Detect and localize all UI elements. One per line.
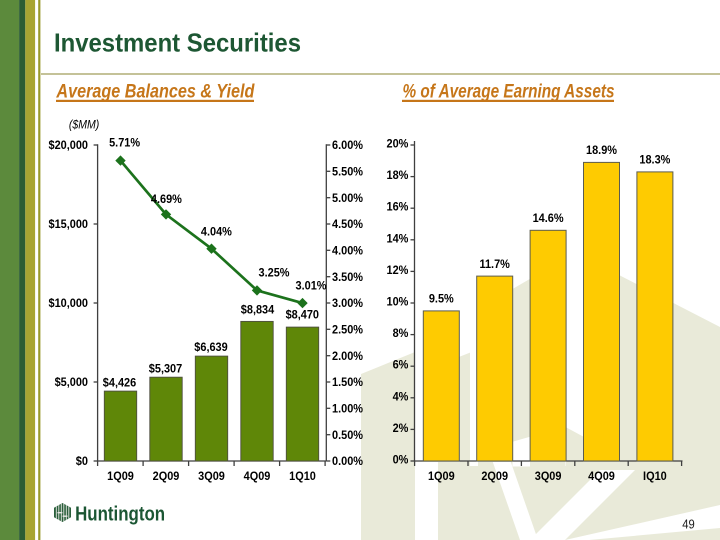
svg-text:49: 49 (682, 517, 695, 532)
svg-text:18.3%: 18.3% (639, 153, 670, 167)
svg-text:18%: 18% (387, 168, 409, 182)
svg-text:2%: 2% (393, 421, 409, 435)
svg-text:4.69%: 4.69% (151, 192, 182, 206)
svg-text:$20,000: $20,000 (49, 138, 89, 152)
svg-text:4.50%: 4.50% (332, 217, 363, 231)
svg-text:$0: $0 (76, 454, 88, 468)
svg-text:3.00%: 3.00% (332, 296, 363, 310)
svg-text:$5,307: $5,307 (149, 361, 183, 375)
svg-text:20%: 20% (387, 137, 409, 151)
svg-text:16%: 16% (387, 200, 409, 214)
svg-text:1.50%: 1.50% (332, 375, 363, 389)
svg-text:4%: 4% (393, 389, 409, 403)
svg-text:4.00%: 4.00% (332, 244, 363, 258)
svg-text:14%: 14% (387, 231, 409, 245)
svg-text:5.00%: 5.00% (332, 191, 363, 205)
svg-text:10%: 10% (387, 295, 409, 309)
svg-text:IQ10: IQ10 (643, 469, 667, 483)
svg-text:3.01%: 3.01% (296, 278, 327, 292)
svg-text:1.00%: 1.00% (332, 402, 363, 416)
svg-text:14.6%: 14.6% (533, 211, 564, 225)
svg-text:$15,000: $15,000 (49, 217, 89, 231)
svg-text:Huntington: Huntington (75, 502, 165, 525)
svg-text:$10,000: $10,000 (49, 296, 89, 310)
svg-text:2Q09: 2Q09 (153, 469, 180, 483)
svg-text:% of Average Earning Assets: % of Average Earning Assets (403, 80, 615, 102)
svg-text:5.50%: 5.50% (332, 165, 363, 179)
svg-text:0%: 0% (393, 453, 409, 467)
svg-text:0.50%: 0.50% (332, 428, 363, 442)
svg-text:1Q09: 1Q09 (107, 469, 134, 483)
svg-text:12%: 12% (387, 263, 409, 277)
svg-text:Investment Securities: Investment Securities (54, 27, 301, 57)
svg-text:2Q09: 2Q09 (481, 469, 508, 483)
svg-text:4.04%: 4.04% (201, 225, 232, 239)
svg-text:0.00%: 0.00% (332, 454, 363, 468)
svg-text:11.7%: 11.7% (480, 257, 511, 271)
svg-text:8%: 8% (393, 326, 409, 340)
svg-text:6%: 6% (393, 358, 409, 372)
svg-text:$8,834: $8,834 (241, 302, 275, 316)
svg-text:2.00%: 2.00% (332, 349, 363, 363)
svg-text:18.9%: 18.9% (586, 143, 617, 157)
svg-text:Average Balances & Yield: Average Balances & Yield (56, 80, 256, 102)
svg-text:3.25%: 3.25% (259, 266, 290, 280)
svg-text:3Q09: 3Q09 (198, 469, 225, 483)
svg-text:3.50%: 3.50% (332, 270, 363, 284)
svg-text:1Q09: 1Q09 (428, 469, 455, 483)
svg-text:($MM): ($MM) (69, 120, 100, 132)
svg-text:9.5%: 9.5% (429, 292, 454, 306)
svg-text:$8,470: $8,470 (286, 308, 320, 322)
svg-text:1Q10: 1Q10 (289, 469, 316, 483)
svg-text:$4,426: $4,426 (103, 375, 137, 389)
svg-text:5.71%: 5.71% (109, 136, 140, 150)
svg-text:4Q09: 4Q09 (588, 469, 615, 483)
svg-text:2.50%: 2.50% (332, 323, 363, 337)
svg-text:$5,000: $5,000 (55, 375, 89, 389)
svg-text:6.00%: 6.00% (332, 138, 363, 152)
svg-text:$6,639: $6,639 (194, 340, 228, 354)
svg-text:3Q09: 3Q09 (535, 469, 562, 483)
svg-text:4Q09: 4Q09 (244, 469, 271, 483)
